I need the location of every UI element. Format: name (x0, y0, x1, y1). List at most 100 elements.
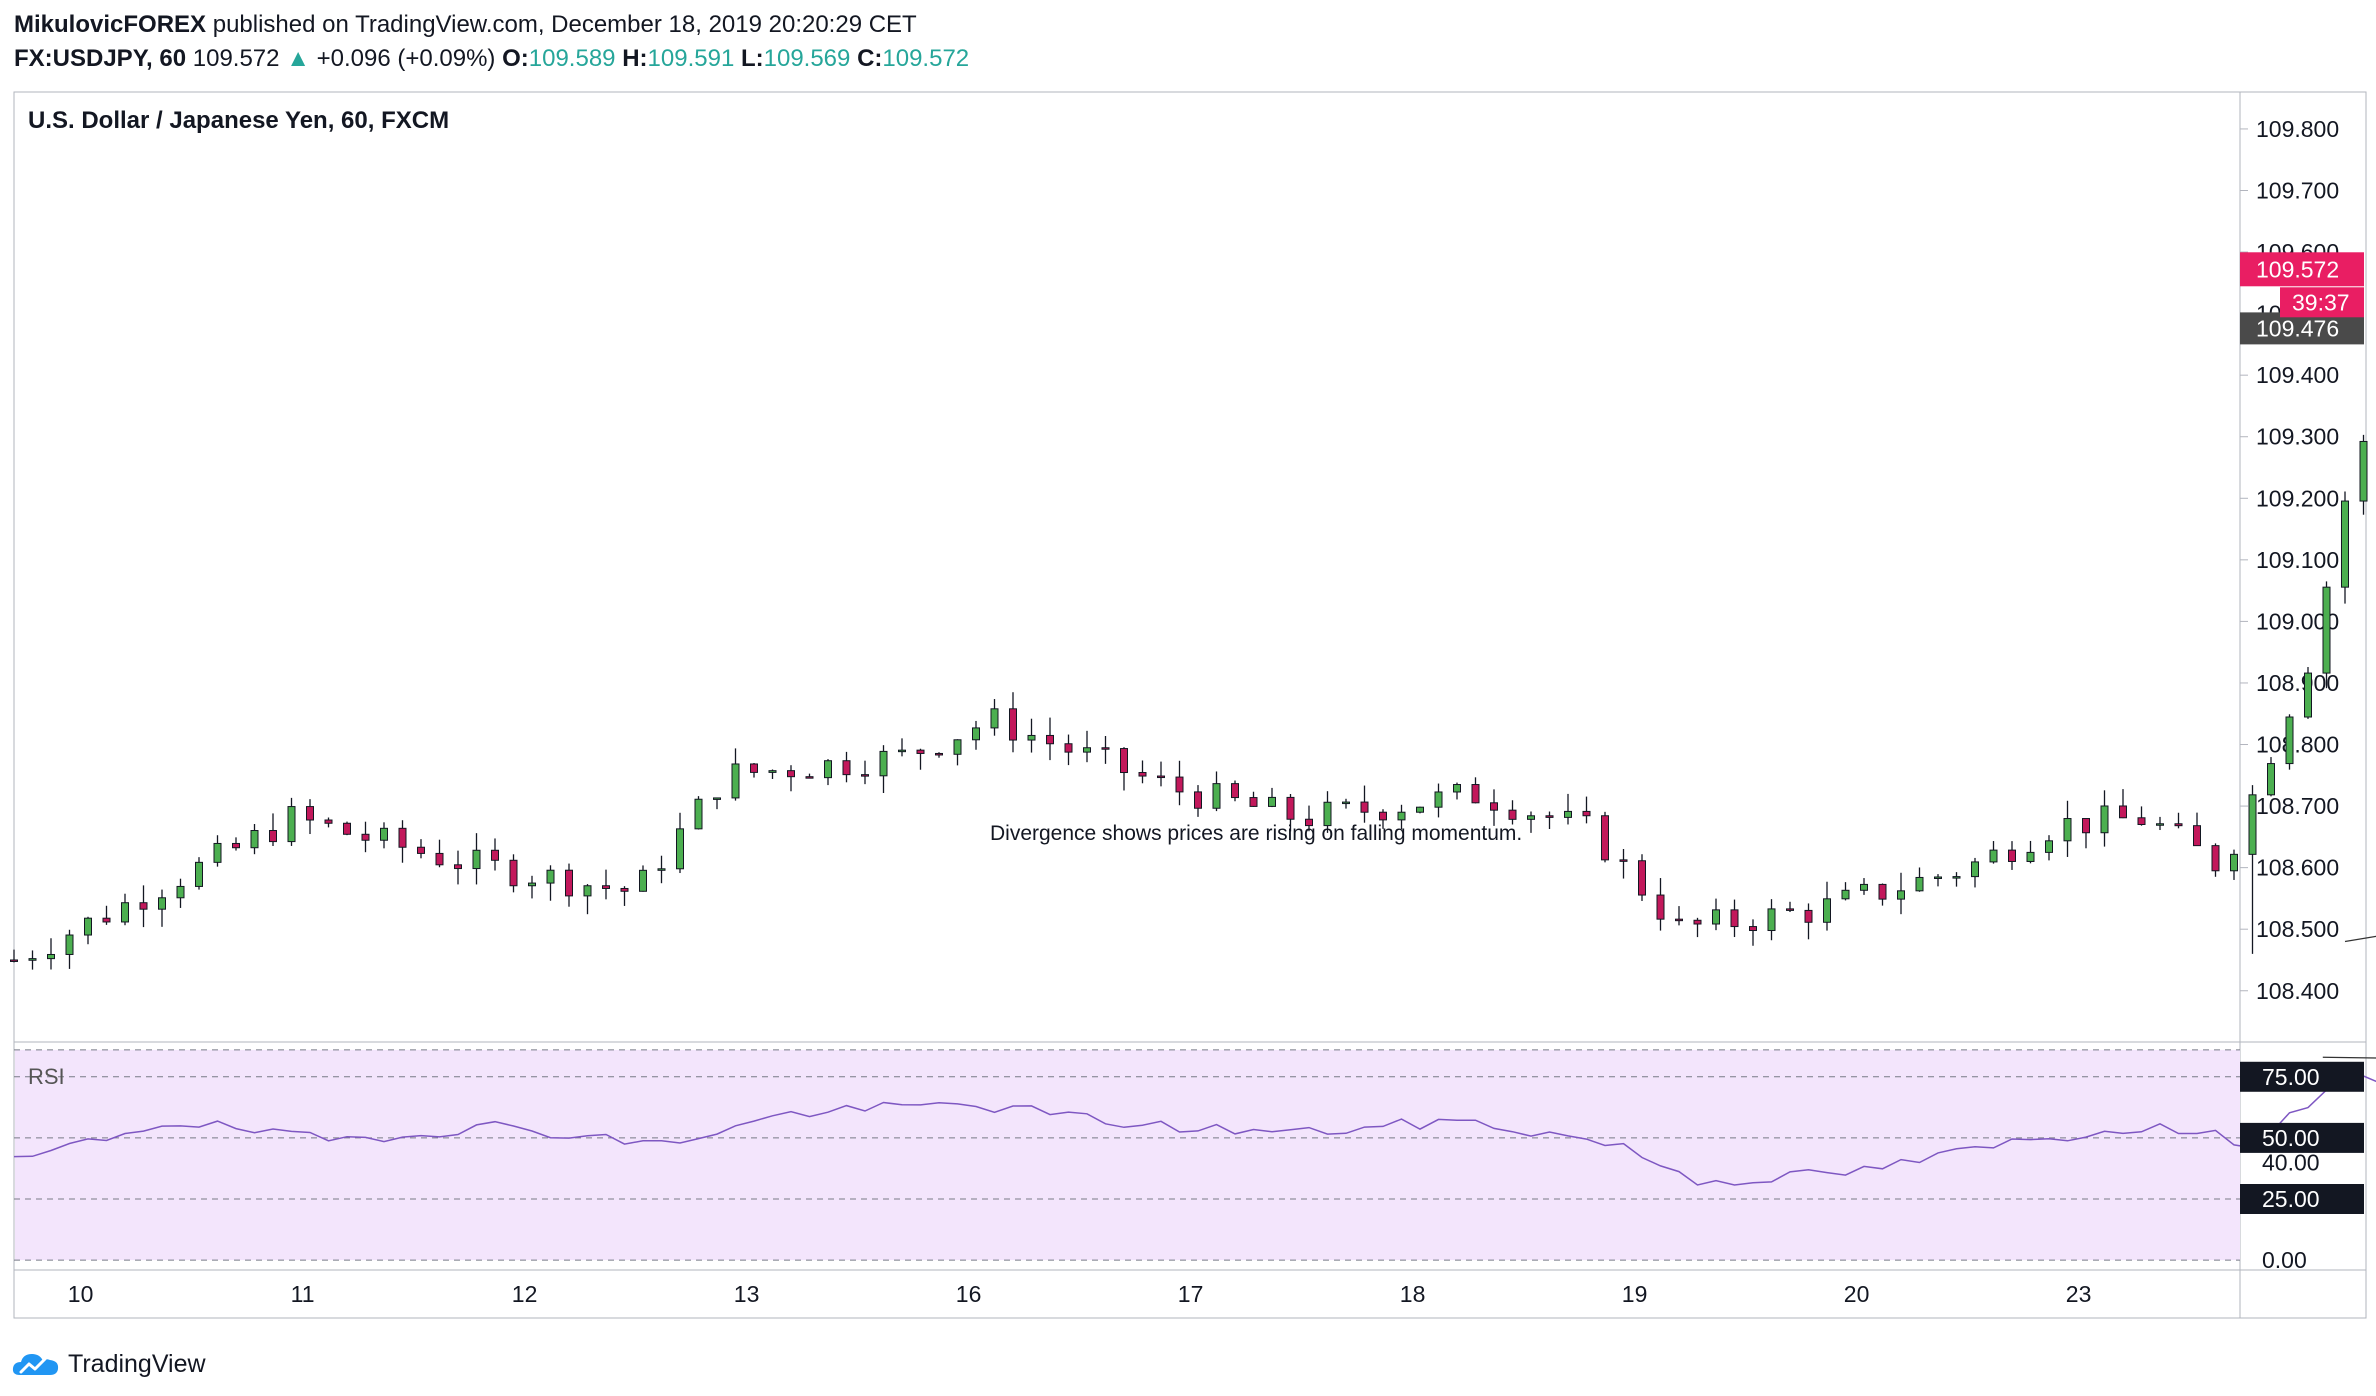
bullish-candle[interactable] (213, 842, 222, 863)
bearish-candle[interactable] (1878, 883, 1887, 900)
bearish-candle[interactable] (343, 822, 351, 835)
bearish-candle[interactable] (1638, 860, 1646, 896)
bearish-candle[interactable] (139, 902, 148, 910)
tradingview-logo[interactable]: TradingView (12, 1344, 206, 1384)
bullish-candle[interactable] (1434, 791, 1443, 808)
bearish-candle[interactable] (1138, 772, 1147, 777)
bullish-candle[interactable] (380, 827, 388, 841)
bullish-candle[interactable] (1323, 801, 1332, 827)
bearish-candle[interactable] (1582, 810, 1591, 817)
bullish-candle[interactable] (546, 869, 555, 884)
bullish-candle[interactable] (472, 849, 481, 870)
bullish-candle[interactable] (2248, 794, 2257, 855)
bearish-candle[interactable] (324, 819, 333, 824)
bearish-candle[interactable] (1009, 708, 1017, 741)
bearish-candle[interactable] (1619, 859, 1628, 862)
bearish-candle[interactable] (1804, 909, 1813, 923)
bullish-candle[interactable] (768, 770, 777, 773)
bearish-candle[interactable] (2137, 817, 2146, 826)
bearish-candle[interactable] (620, 887, 629, 892)
bearish-candle[interactable] (1490, 802, 1498, 811)
bullish-candle[interactable] (972, 727, 980, 741)
bullish-candle[interactable] (676, 828, 684, 870)
bullish-candle[interactable] (1952, 876, 1961, 879)
bullish-candle[interactable] (2230, 853, 2238, 872)
bearish-candle[interactable] (1194, 791, 1202, 809)
bearish-candle[interactable] (1046, 734, 1054, 745)
bearish-candle[interactable] (787, 770, 795, 778)
bullish-candle[interactable] (898, 749, 906, 753)
bullish-candle[interactable] (953, 739, 962, 755)
bearish-candle[interactable] (2193, 825, 2201, 847)
bearish-candle[interactable] (1675, 918, 1683, 922)
bearish-candle[interactable] (435, 852, 444, 866)
bullish-candle[interactable] (824, 760, 832, 779)
bullish-candle[interactable] (1823, 898, 1831, 923)
rsi-line[interactable] (13, 1073, 2376, 1186)
bullish-candle[interactable] (2026, 851, 2035, 862)
bearish-candle[interactable] (1231, 783, 1239, 799)
bearish-candle[interactable] (398, 827, 407, 848)
bearish-candle[interactable] (842, 760, 851, 776)
bearish-candle[interactable] (2174, 823, 2183, 827)
bearish-candle[interactable] (1360, 801, 1369, 813)
bearish-candle[interactable] (1305, 818, 1313, 827)
bullish-candle[interactable] (2045, 840, 2053, 853)
bullish-candle[interactable] (583, 885, 592, 897)
bullish-candle[interactable] (1416, 806, 1424, 813)
bearish-candle[interactable] (1693, 919, 1702, 925)
bullish-candle[interactable] (158, 897, 166, 910)
bullish-candle[interactable] (694, 798, 703, 830)
bearish-candle[interactable] (232, 842, 240, 849)
bullish-candle[interactable] (2322, 586, 2331, 674)
bearish-candle[interactable] (1749, 926, 1757, 932)
bearish-candle[interactable] (1379, 811, 1387, 821)
bearish-candle[interactable] (1545, 815, 1554, 818)
publisher-name[interactable]: MikulovicFOREX (14, 11, 207, 38)
bearish-candle[interactable] (306, 806, 314, 821)
bullish-candle[interactable] (195, 861, 203, 887)
bullish-candle[interactable] (2304, 672, 2312, 718)
bullish-candle[interactable] (1841, 889, 1850, 900)
bearish-candle[interactable] (509, 859, 518, 887)
bearish-candle[interactable] (1120, 748, 1128, 774)
bullish-candle[interactable] (2341, 500, 2349, 588)
bullish-candle[interactable] (2063, 818, 2072, 842)
bearish-candle[interactable] (1157, 775, 1165, 779)
bullish-candle[interactable] (1083, 747, 1091, 753)
bearish-candle[interactable] (2119, 805, 2127, 819)
bearish-candle[interactable] (417, 846, 425, 854)
bullish-candle[interactable] (176, 885, 185, 899)
bearish-candle[interactable] (1656, 894, 1665, 920)
bullish-candle[interactable] (1453, 784, 1461, 793)
bullish-candle[interactable] (1527, 815, 1535, 820)
bearish-candle[interactable] (1064, 743, 1073, 753)
bearish-candle[interactable] (1786, 908, 1794, 911)
bullish-candle[interactable] (1915, 876, 1924, 892)
bullish-candle[interactable] (1860, 883, 1868, 891)
bullish-candle[interactable] (250, 830, 259, 849)
bearish-candle[interactable] (2082, 818, 2090, 834)
bearish-candle[interactable] (1601, 815, 1609, 861)
bullish-candle[interactable] (639, 869, 647, 892)
bearish-candle[interactable] (10, 959, 18, 962)
bearish-candle[interactable] (361, 833, 370, 841)
bearish-candle[interactable] (2008, 849, 2016, 862)
bearish-candle[interactable] (935, 752, 943, 756)
bearish-candle[interactable] (1286, 796, 1295, 820)
bearish-candle[interactable] (565, 869, 573, 897)
bullish-candle[interactable] (1268, 796, 1276, 807)
bearish-candle[interactable] (1508, 809, 1517, 820)
bearish-candle[interactable] (2211, 845, 2220, 872)
bullish-candle[interactable] (1027, 734, 1036, 741)
bullish-candle[interactable] (47, 953, 55, 960)
bullish-candle[interactable] (121, 902, 129, 923)
bullish-candle[interactable] (2285, 716, 2294, 765)
bearish-candle[interactable] (269, 830, 277, 843)
bearish-candle[interactable] (1101, 747, 1110, 750)
bullish-candle[interactable] (2267, 763, 2275, 796)
bullish-candle[interactable] (1212, 783, 1221, 809)
bearish-candle[interactable] (1175, 776, 1184, 793)
bearish-candle[interactable] (602, 885, 610, 889)
